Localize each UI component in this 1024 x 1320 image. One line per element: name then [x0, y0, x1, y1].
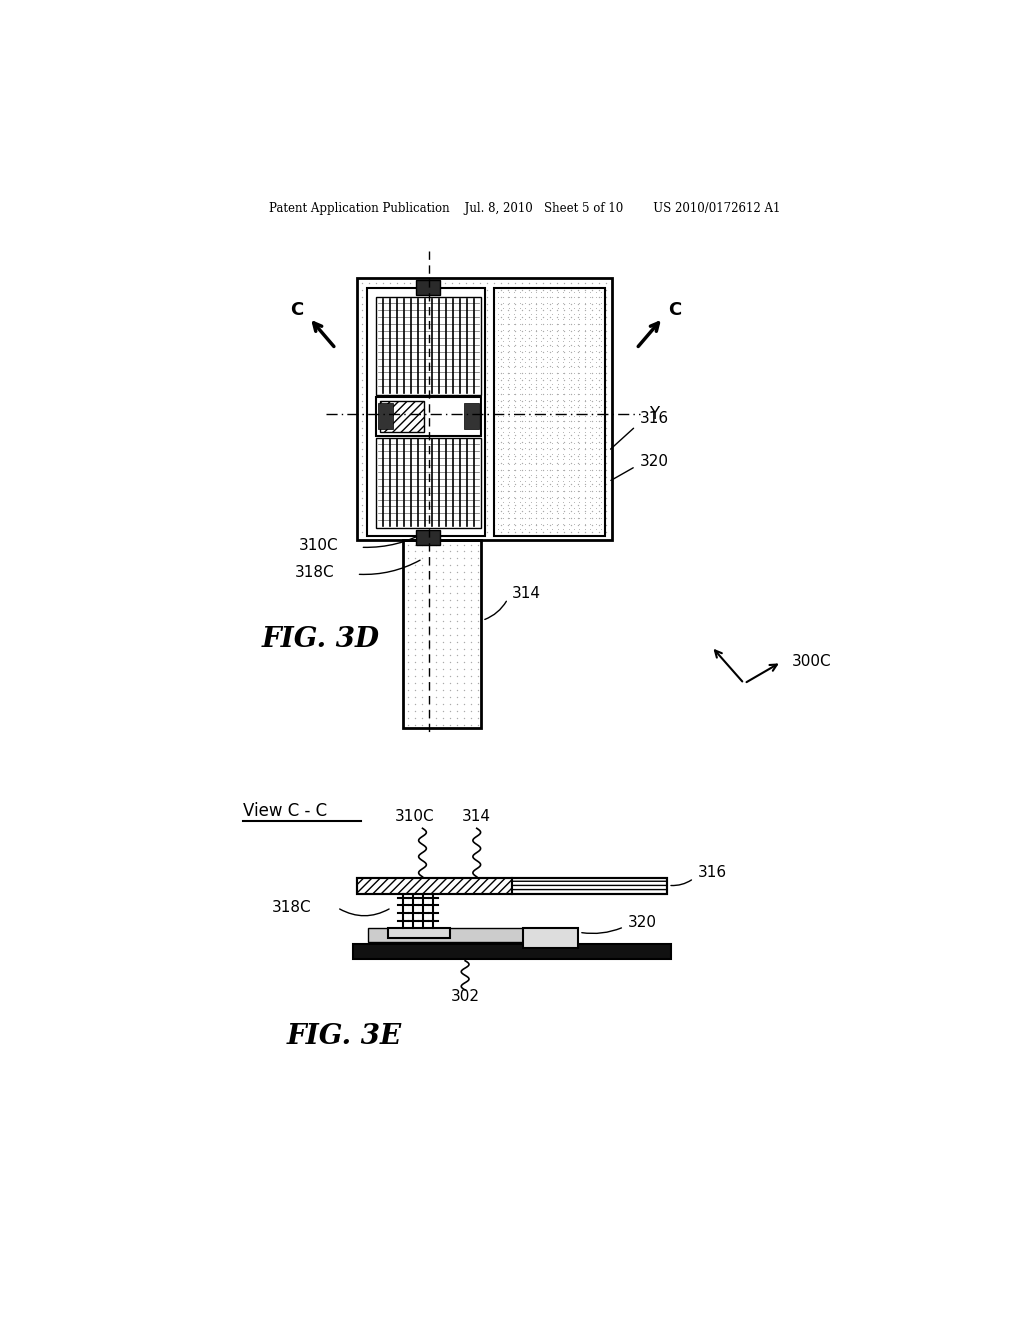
- Text: Patent Application Publication    Jul. 8, 2010   Sheet 5 of 10        US 2010/01: Patent Application Publication Jul. 8, 2…: [269, 202, 780, 215]
- Bar: [417, 529, 439, 545]
- Bar: [352, 944, 671, 960]
- Text: 320: 320: [628, 915, 656, 929]
- Text: 318C: 318C: [295, 565, 334, 581]
- Bar: [378, 404, 393, 429]
- Text: C: C: [669, 301, 682, 319]
- Text: View C - C: View C - C: [243, 801, 327, 820]
- Bar: [403, 540, 480, 729]
- Bar: [376, 438, 480, 528]
- Bar: [523, 928, 578, 948]
- Text: FIG. 3E: FIG. 3E: [287, 1023, 402, 1049]
- Bar: [494, 288, 604, 536]
- Bar: [388, 928, 450, 937]
- Text: 310C: 310C: [299, 539, 338, 553]
- Bar: [369, 928, 562, 942]
- Bar: [464, 404, 479, 429]
- Text: 316: 316: [640, 411, 669, 426]
- Text: 302: 302: [451, 989, 479, 1003]
- Text: 316: 316: [697, 866, 727, 880]
- Text: 314: 314: [462, 809, 492, 824]
- Bar: [356, 277, 612, 540]
- Text: Y: Y: [649, 405, 658, 422]
- Text: FIG. 3D: FIG. 3D: [262, 626, 380, 653]
- Text: 320: 320: [640, 454, 669, 469]
- Bar: [512, 878, 667, 894]
- Bar: [380, 401, 424, 432]
- Text: 318C: 318C: [271, 900, 311, 915]
- Bar: [376, 297, 480, 395]
- Text: C: C: [291, 301, 303, 319]
- Bar: [356, 878, 667, 894]
- Text: 300C: 300C: [793, 655, 831, 669]
- Text: 310C: 310C: [395, 809, 434, 824]
- Bar: [356, 878, 512, 894]
- Bar: [417, 280, 439, 296]
- Bar: [376, 397, 480, 436]
- Bar: [367, 288, 484, 536]
- Text: 314: 314: [512, 586, 541, 601]
